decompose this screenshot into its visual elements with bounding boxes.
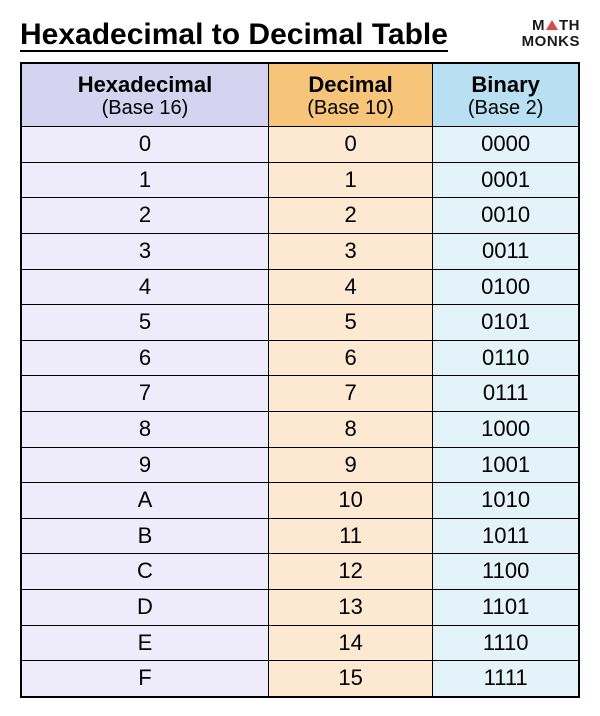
logo-triangle-icon xyxy=(546,20,558,30)
table-cell: 6 xyxy=(21,340,268,376)
column-sublabel: (Base 10) xyxy=(273,97,428,120)
table-cell: 0011 xyxy=(433,234,579,270)
table-cell: 14 xyxy=(268,625,432,661)
table-cell: 1 xyxy=(21,162,268,198)
table-cell: 0010 xyxy=(433,198,579,234)
table-cell: 10 xyxy=(268,483,432,519)
table-cell: 0001 xyxy=(433,162,579,198)
table-cell: B xyxy=(21,518,268,554)
table-cell: 5 xyxy=(268,305,432,341)
table-row: 000000 xyxy=(21,127,579,163)
column-label: Binary xyxy=(437,72,574,97)
table-row: 550101 xyxy=(21,305,579,341)
table-cell: 11 xyxy=(268,518,432,554)
conversion-table: Hexadecimal(Base 16)Decimal(Base 10)Bina… xyxy=(20,62,580,698)
table-cell: 1111 xyxy=(433,661,579,697)
table-cell: 2 xyxy=(21,198,268,234)
table-cell: 0101 xyxy=(433,305,579,341)
table-cell: 1 xyxy=(268,162,432,198)
table-cell: 1001 xyxy=(433,447,579,483)
table-cell: 4 xyxy=(268,269,432,305)
table-cell: 9 xyxy=(21,447,268,483)
table-cell: 8 xyxy=(268,412,432,448)
table-row: 770111 xyxy=(21,376,579,412)
table-row: 881000 xyxy=(21,412,579,448)
table-cell: 6 xyxy=(268,340,432,376)
header-row: Hexadecimal to Decimal Table M TH MONKS xyxy=(20,18,580,52)
table-cell: 1010 xyxy=(433,483,579,519)
column-label: Hexadecimal xyxy=(26,72,264,97)
table-cell: 1000 xyxy=(433,412,579,448)
table-row: D131101 xyxy=(21,590,579,626)
table-cell: 1100 xyxy=(433,554,579,590)
table-cell: 0 xyxy=(268,127,432,163)
table-cell: E xyxy=(21,625,268,661)
table-body: 0000001100012200103300114401005501016601… xyxy=(21,127,579,697)
page-title: Hexadecimal to Decimal Table xyxy=(20,18,448,52)
table-row: 220010 xyxy=(21,198,579,234)
column-sublabel: (Base 2) xyxy=(437,97,574,120)
table-cell: 1101 xyxy=(433,590,579,626)
table-row: 991001 xyxy=(21,447,579,483)
table-cell: F xyxy=(21,661,268,697)
table-cell: D xyxy=(21,590,268,626)
column-sublabel: (Base 16) xyxy=(26,97,264,120)
table-row: 330011 xyxy=(21,234,579,270)
logo-text-pre: M xyxy=(532,17,545,34)
table-cell: 13 xyxy=(268,590,432,626)
table-cell: 7 xyxy=(21,376,268,412)
table-cell: 8 xyxy=(21,412,268,448)
table-cell: 15 xyxy=(268,661,432,697)
logo-line2: MONKS xyxy=(522,34,580,50)
table-cell: 3 xyxy=(268,234,432,270)
table-cell: C xyxy=(21,554,268,590)
table-row: 440100 xyxy=(21,269,579,305)
table-row: 660110 xyxy=(21,340,579,376)
table-cell: 1011 xyxy=(433,518,579,554)
column-header: Decimal(Base 10) xyxy=(268,63,432,127)
column-header: Binary(Base 2) xyxy=(433,63,579,127)
table-row: B111011 xyxy=(21,518,579,554)
table-cell: 0000 xyxy=(433,127,579,163)
column-header: Hexadecimal(Base 16) xyxy=(21,63,268,127)
table-cell: 9 xyxy=(268,447,432,483)
table-cell: 0111 xyxy=(433,376,579,412)
logo: M TH MONKS xyxy=(522,18,580,50)
table-row: A101010 xyxy=(21,483,579,519)
table-cell: 12 xyxy=(268,554,432,590)
table-row: C121100 xyxy=(21,554,579,590)
table-cell: 2 xyxy=(268,198,432,234)
table-cell: 5 xyxy=(21,305,268,341)
column-label: Decimal xyxy=(273,72,428,97)
table-cell: 3 xyxy=(21,234,268,270)
table-cell: 1110 xyxy=(433,625,579,661)
table-row: 110001 xyxy=(21,162,579,198)
table-cell: 0 xyxy=(21,127,268,163)
table-cell: 7 xyxy=(268,376,432,412)
logo-line1: M TH xyxy=(522,18,580,34)
table-head: Hexadecimal(Base 16)Decimal(Base 10)Bina… xyxy=(21,63,579,127)
table-cell: 0100 xyxy=(433,269,579,305)
table-cell: A xyxy=(21,483,268,519)
table-cell: 0110 xyxy=(433,340,579,376)
table-row: F151111 xyxy=(21,661,579,697)
table-row: E141110 xyxy=(21,625,579,661)
logo-text-post: TH xyxy=(559,17,580,34)
table-cell: 4 xyxy=(21,269,268,305)
